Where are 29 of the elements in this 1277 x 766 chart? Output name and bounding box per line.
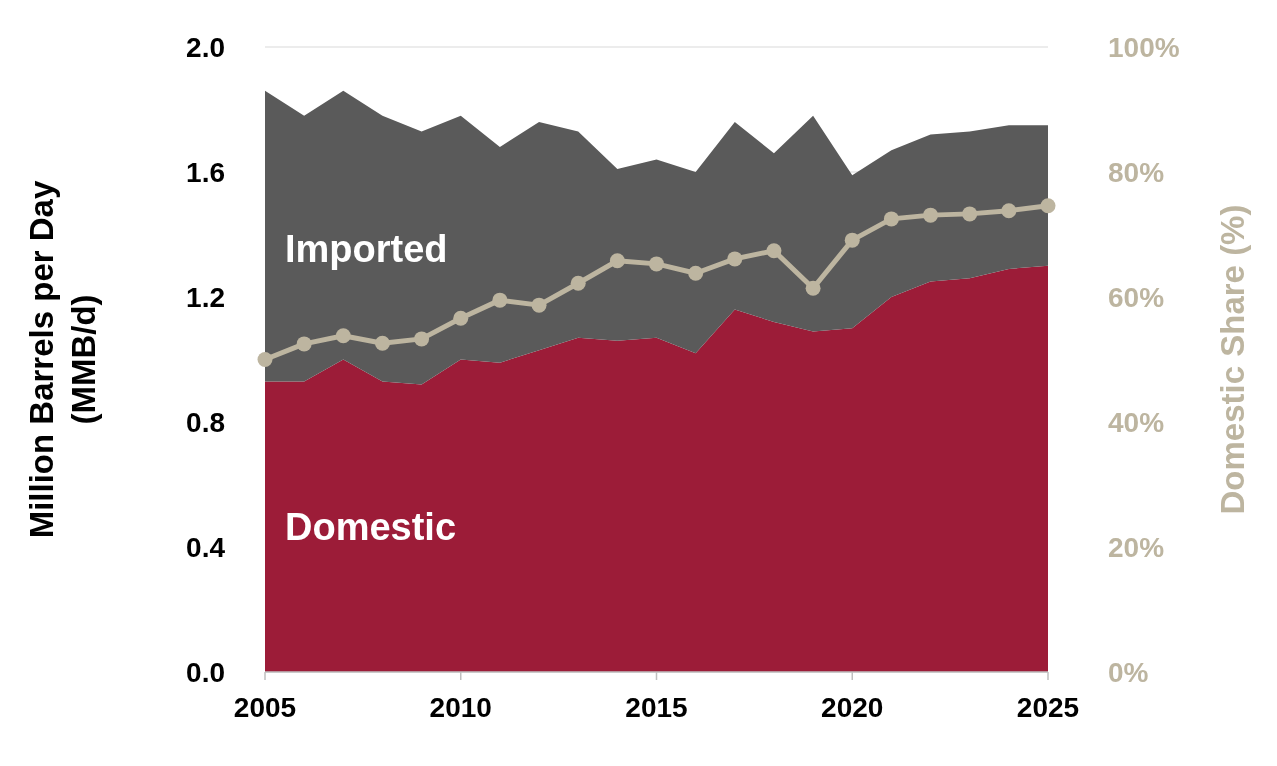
y-tick-label: 0.4 [186, 531, 226, 563]
x-tick-label: 2005 [233, 692, 297, 723]
x-tick-label: 2025 [1016, 692, 1080, 723]
point [1040, 198, 1056, 214]
y-axis-title: Million Barrels per Day (MMB/d) [23, 180, 102, 539]
y2-axis-title: Domestic Share (%) [1214, 204, 1251, 515]
y-tick-label: 1.6 [186, 156, 225, 188]
series-label: Imported [285, 227, 448, 270]
y-tick-label: 0.0 [186, 656, 225, 688]
y-tick-label: 0.8 [186, 406, 225, 438]
y2-tick-label: 100% [1108, 31, 1180, 63]
point [844, 232, 860, 248]
point [609, 253, 625, 269]
y2-tick-label: 40% [1108, 406, 1165, 438]
x-tick-label: 2020 [821, 692, 884, 723]
y2-tick-label: 60% [1108, 281, 1165, 313]
y-tick-label: 1.2 [186, 281, 225, 313]
x-tick-label: 2010 [429, 692, 492, 723]
point [883, 211, 899, 227]
point [962, 206, 978, 222]
y-tick-label: 2.0 [186, 31, 225, 63]
y2-tick-label: 80% [1108, 156, 1165, 188]
point [923, 207, 939, 223]
x-tick-label: 2015 [625, 692, 688, 723]
point [766, 243, 782, 259]
y2-tick-label: 0% [1108, 656, 1149, 688]
point [1001, 203, 1017, 219]
y2-tick-label: 20% [1108, 531, 1165, 563]
point [727, 251, 743, 267]
